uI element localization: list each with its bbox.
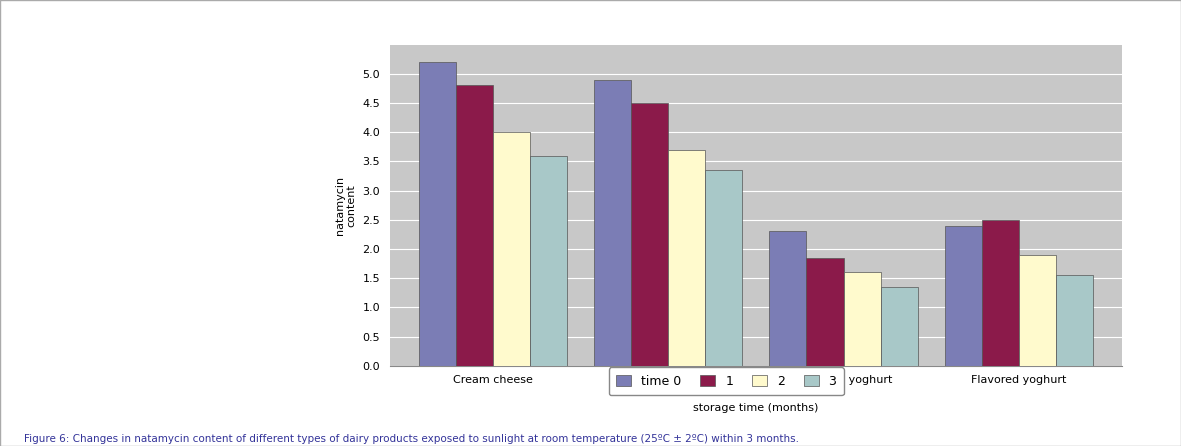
Bar [668,150,705,366]
Legend: time 0, 1, 2, 3: time 0, 1, 2, 3 [608,367,844,395]
Text: Figure 6: Changes in natamycin content of different types of dairy products expo: Figure 6: Changes in natamycin content o… [24,434,798,443]
X-axis label: storage time (months): storage time (months) [693,403,818,413]
Bar [1019,255,1056,366]
Y-axis label: natamycin
content: natamycin content [335,176,357,235]
Bar [492,132,530,366]
Bar [705,170,743,366]
Bar [843,273,881,366]
Bar [631,103,668,366]
Bar [594,80,631,366]
Bar [807,258,843,366]
Bar [1056,275,1094,366]
Bar [881,287,918,366]
Bar [418,62,456,366]
Bar [769,231,807,366]
Bar [456,86,492,366]
Bar [981,220,1019,366]
Bar [530,156,567,366]
Bar [945,226,981,366]
